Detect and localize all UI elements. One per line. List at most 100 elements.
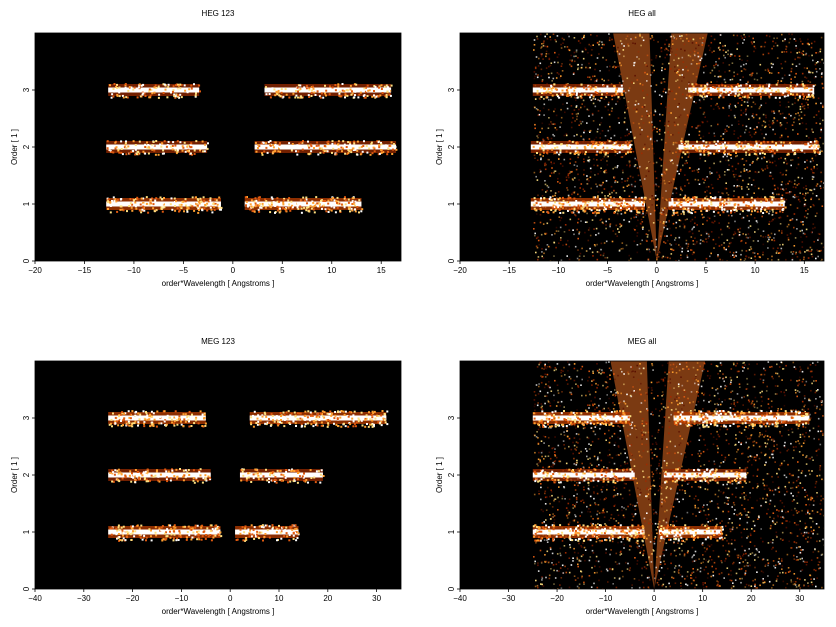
scatter-point (548, 57, 551, 60)
band-speckle (275, 481, 278, 484)
band-speckle (704, 149, 707, 151)
scatter-point (647, 247, 649, 250)
scatter-point (764, 125, 767, 128)
scatter-point (594, 105, 597, 108)
scatter-point (740, 253, 742, 256)
band-speckle (310, 91, 313, 94)
scatter-point (668, 221, 670, 223)
band-speckle (539, 142, 542, 145)
scatter-point (723, 54, 725, 57)
band-speckle (805, 143, 808, 146)
band-speckle (344, 199, 347, 202)
scatter-point (614, 181, 616, 184)
band-speckle (161, 152, 164, 155)
scatter-point (537, 65, 540, 67)
scatter-point (657, 198, 659, 200)
scatter-point (634, 157, 636, 160)
band-speckle (686, 208, 689, 211)
scatter-point (662, 78, 665, 80)
band-speckle (305, 206, 308, 209)
scatter-point (537, 134, 540, 136)
scatter-point (793, 38, 796, 40)
band-speckle (296, 202, 299, 205)
scatter-point (793, 213, 796, 215)
band-speckle (215, 199, 218, 202)
scatter-point (670, 35, 672, 38)
band-speckle (603, 209, 605, 211)
band-speckle (162, 206, 165, 209)
scatter-point (665, 208, 668, 210)
scatter-point (807, 192, 809, 194)
band-speckle (626, 202, 628, 205)
scatter-point (715, 61, 717, 63)
scatter-point (597, 128, 599, 130)
band-speckle (179, 87, 182, 90)
scatter-point (588, 43, 590, 46)
scatter-point (810, 198, 812, 201)
scatter-point (748, 256, 750, 259)
scatter-point (652, 248, 655, 251)
band-speckle (118, 95, 121, 98)
scatter-point (717, 254, 719, 256)
scatter-point (726, 155, 728, 158)
scatter-point (751, 115, 754, 117)
scatter-point (822, 119, 824, 122)
band-speckle (171, 471, 174, 474)
band-speckle (338, 202, 341, 205)
scatter-point (606, 156, 608, 158)
scatter-point (554, 39, 557, 41)
band-speckle (572, 92, 575, 95)
scatter-point (665, 39, 668, 41)
scatter-point (577, 193, 579, 196)
scatter-point (714, 75, 716, 77)
band-speckle (338, 94, 341, 97)
band-speckle (586, 206, 589, 209)
scatter-point (747, 188, 750, 190)
scatter-point (633, 216, 635, 219)
band-speckle (705, 89, 708, 92)
band-speckle (349, 149, 352, 152)
band-speckle (695, 199, 698, 202)
band-speckle (176, 150, 179, 153)
band-speckle (106, 140, 109, 143)
band-speckle (337, 85, 340, 88)
scatter-point (684, 174, 686, 176)
scatter-point (790, 191, 792, 193)
band-speckle (356, 206, 359, 208)
order-band (530, 144, 632, 150)
scatter-point (789, 191, 791, 193)
scatter-point (781, 194, 784, 197)
scatter-point (718, 174, 721, 177)
scatter-point (742, 42, 744, 44)
scatter-point (815, 122, 818, 124)
scatter-point (811, 169, 814, 172)
x-tick-label: 15 (377, 266, 386, 275)
scatter-point (752, 251, 754, 254)
scatter-point (651, 35, 653, 37)
scatter-point (746, 59, 749, 62)
band-speckle (319, 96, 322, 99)
band-speckle (284, 209, 287, 212)
band-speckle (550, 209, 553, 211)
scatter-point (797, 112, 799, 114)
band-speckle (566, 93, 569, 96)
scatter-point (771, 121, 774, 124)
scatter-point (616, 152, 619, 155)
scatter-point (597, 110, 600, 112)
scatter-point (725, 187, 728, 190)
band-speckle (780, 197, 783, 200)
scatter-point (696, 240, 698, 243)
band-speckle (318, 95, 321, 98)
y-tick-label: 3 (22, 87, 31, 92)
band-speckle (308, 87, 311, 89)
band-speckle (167, 86, 170, 89)
scatter-point (736, 154, 738, 157)
band-speckle (692, 208, 695, 211)
scatter-point (552, 195, 554, 198)
scatter-point (702, 240, 704, 242)
band-speckle (188, 534, 191, 537)
band-speckle (162, 538, 165, 541)
band-speckle (700, 204, 703, 207)
scatter-point (779, 136, 781, 139)
band-speckle (116, 529, 119, 532)
